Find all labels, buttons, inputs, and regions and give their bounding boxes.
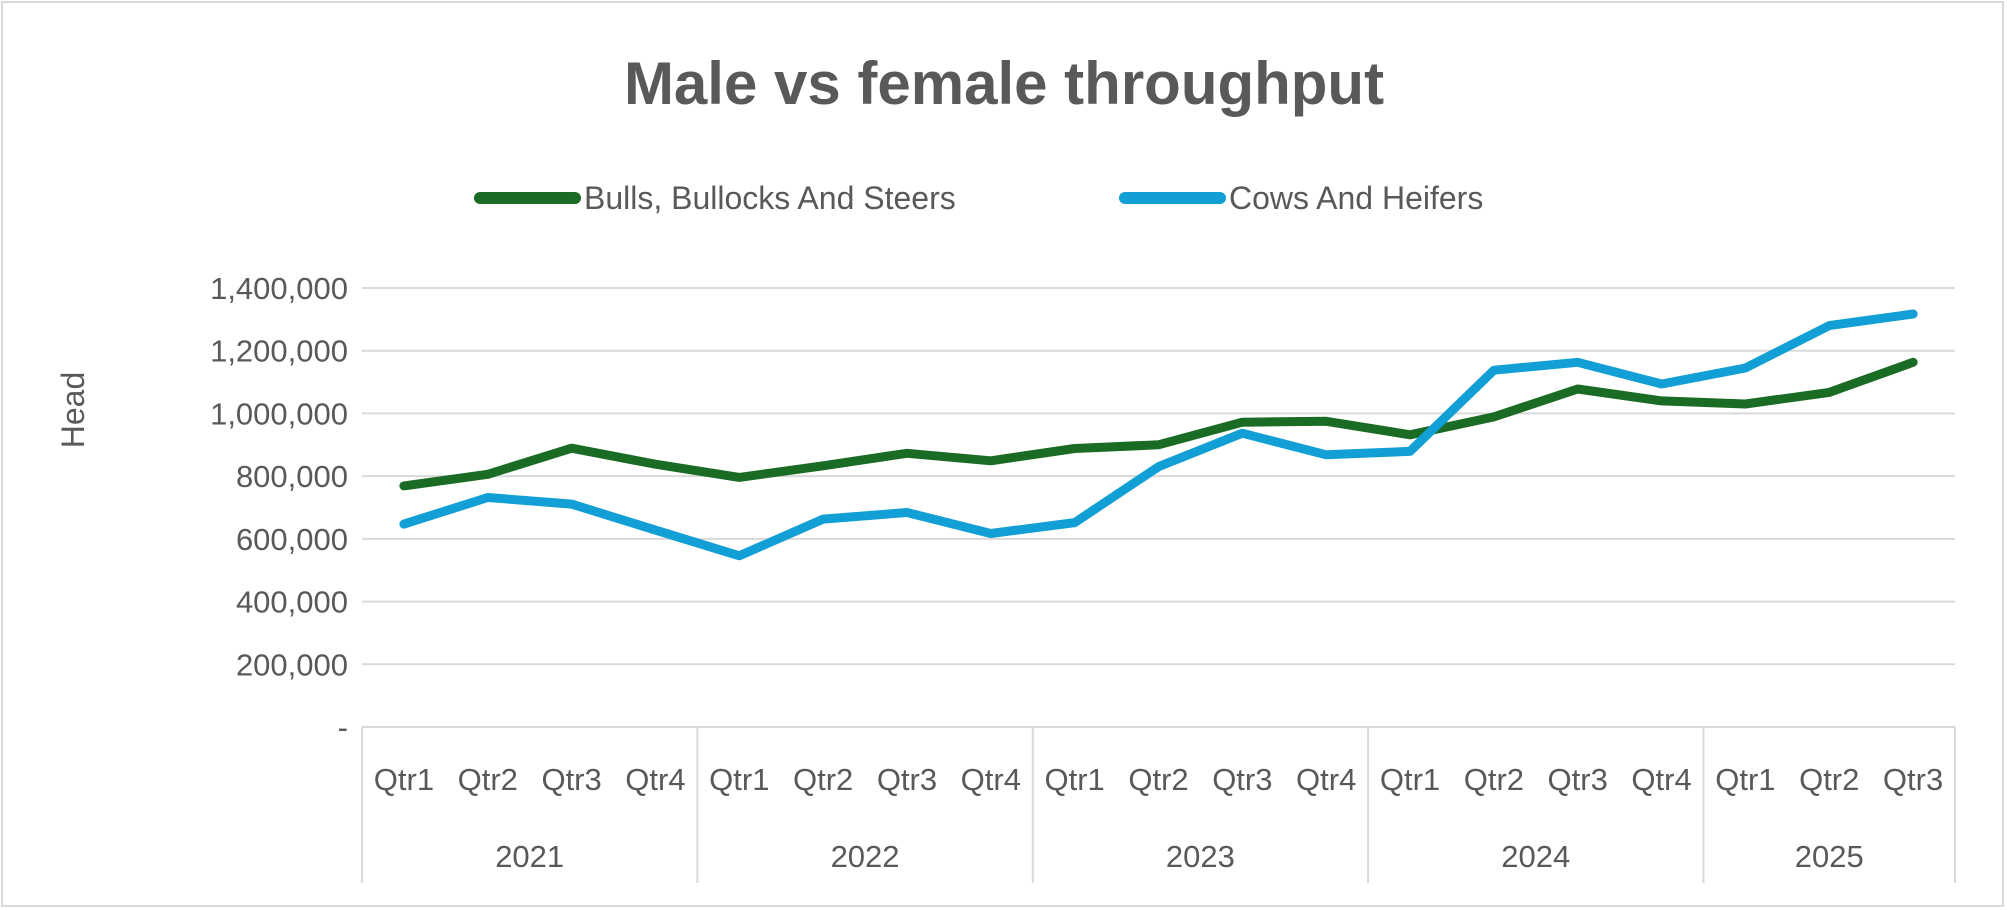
- y-tick-label: 1,200,000: [210, 334, 348, 369]
- x-tick-label: Qtr2: [793, 762, 853, 797]
- y-tick-label: 800,000: [236, 459, 348, 494]
- y-tick-label: 400,000: [236, 585, 348, 620]
- y-tick-label: 200,000: [236, 647, 348, 682]
- legend-label: Bulls, Bullocks And Steers: [584, 180, 956, 216]
- x-tick-label: Qtr2: [1799, 762, 1859, 797]
- chart-title: Male vs female throughput: [624, 50, 1384, 117]
- x-tick-label: Qtr1: [1715, 762, 1775, 797]
- x-tick-label: Qtr4: [1631, 762, 1691, 797]
- x-tick-label: Qtr3: [877, 762, 937, 797]
- y-tick-label: 1,000,000: [210, 396, 348, 431]
- x-tick-label: Qtr2: [458, 762, 518, 797]
- legend-label: Cows And Heifers: [1229, 180, 1483, 216]
- x-tick-label: Qtr4: [1296, 762, 1356, 797]
- x-tick-label: Qtr4: [625, 762, 685, 797]
- x-tick-label: Qtr1: [1045, 762, 1105, 797]
- x-axis: Qtr1 Qtr2 Qtr3 Qtr4 2021 Qtr1 Qtr2 Qtr3 Qtr4 2022…: [361, 726, 1956, 883]
- x-tick-label: Qtr1: [1380, 762, 1440, 797]
- y-axis-ticks: - 200,000 400,000 600,000 800,000 1,000,000 1,…: [210, 271, 348, 745]
- x-group-label: 2023: [1166, 839, 1235, 874]
- x-group-label: 2025: [1795, 839, 1864, 874]
- x-group-label: 2024: [1501, 839, 1570, 874]
- y-axis-label: Head: [55, 372, 91, 449]
- y-tick-label: 600,000: [236, 522, 348, 557]
- x-tick-label: Qtr3: [1212, 762, 1272, 797]
- x-tick-label: Qtr3: [541, 762, 601, 797]
- y-tick-label: -: [338, 710, 348, 745]
- gridlines: [362, 287, 1955, 666]
- x-tick-label: Qtr2: [1128, 762, 1188, 797]
- x-tick-label: Qtr3: [1883, 762, 1943, 797]
- x-tick-label: Qtr2: [1464, 762, 1524, 797]
- x-tick-label: Qtr3: [1548, 762, 1608, 797]
- legend: Bulls, Bullocks And Steers Cows And Heife…: [474, 180, 1483, 216]
- series-lines: [399, 309, 1918, 561]
- y-tick-label: 1,400,000: [210, 271, 348, 306]
- x-group-label: 2022: [831, 839, 900, 874]
- x-group-label: 2021: [495, 839, 564, 874]
- x-tick-label: Qtr4: [961, 762, 1021, 797]
- x-tick-label: Qtr1: [374, 762, 434, 797]
- x-tick-label: Qtr1: [709, 762, 769, 797]
